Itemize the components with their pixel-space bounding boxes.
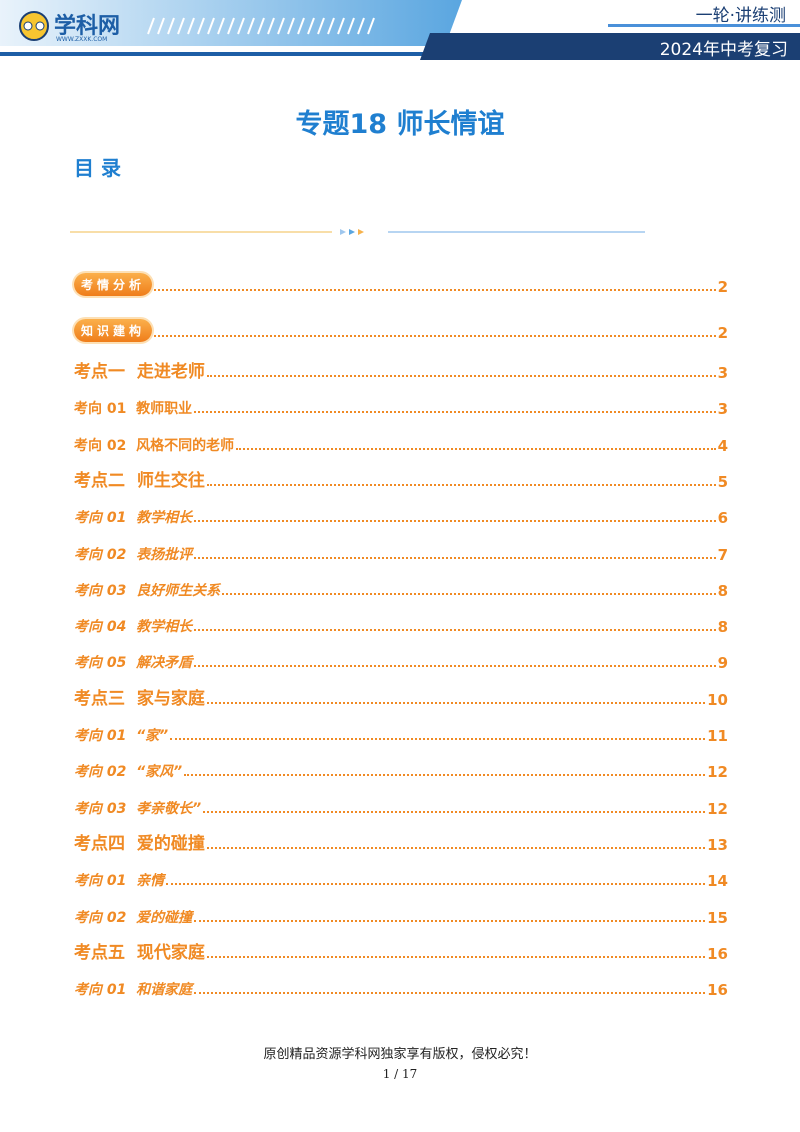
page-number: 1 / 17 <box>382 1067 418 1081</box>
dot-leader <box>194 919 706 922</box>
entry-page: 9 <box>717 654 728 673</box>
badge: 知识建构 <box>74 319 153 342</box>
toc-entry: 考向 01 “家” 11 <box>74 721 728 745</box>
copyright: 原创精品资源学科网独家享有版权，侵权必究！ <box>263 1047 537 1062</box>
logo-url: WWW.ZXXK.COM <box>56 36 108 43</box>
toc-entry: 考向 05 解决矛盾 9 <box>74 648 728 672</box>
entry-label: 考向 01 教师职业 <box>74 401 193 418</box>
series: 一轮·讲练测 <box>695 6 786 26</box>
toc-entry: 考点四 爱的碰撞 13 <box>74 830 728 854</box>
dot-leader <box>154 289 716 291</box>
entry-page: 11 <box>707 727 728 745</box>
entry-label: 考向 02 爱的碰撞 <box>74 909 193 926</box>
toc-entry: 考点五 现代家庭 16 <box>74 939 728 963</box>
entry-page: 12 <box>707 799 728 818</box>
dot-leader <box>206 701 706 704</box>
entry-label: 考向 02 表扬批评 <box>74 546 193 563</box>
entry-label: 考点四 爱的碰撞 <box>74 833 205 854</box>
toc-entry: 考向 03 良好师生关系 8 <box>74 576 728 600</box>
dot-leader <box>194 411 716 414</box>
dot-leader <box>194 665 716 668</box>
logo: 学科网 <box>54 14 121 39</box>
entry-page: 4 <box>717 436 728 455</box>
dot-leader <box>203 810 706 813</box>
toc-entry: 考向 04 教学相长 8 <box>74 612 728 636</box>
entry-label: 考向 02 风格不同的老师 <box>74 437 235 454</box>
entry-label: 考点二 师生交往 <box>74 470 205 491</box>
entry-page: 12 <box>707 763 728 782</box>
dot-leader <box>166 883 706 886</box>
entry-label: 考向 01 “家” <box>74 728 169 744</box>
toc-entry: 知识建构 2 <box>74 318 728 342</box>
entry-label: 考向 01 和谐家庭 <box>74 982 193 999</box>
entry-label: 考向 01 亲情 <box>74 873 165 890</box>
dot-leader <box>206 483 716 486</box>
dot-leader <box>222 592 716 595</box>
toc-entry: 考向 01 教师职业 3 <box>74 394 728 418</box>
toc-heading: 目 录 <box>74 156 121 180</box>
dot-leader <box>206 955 706 958</box>
course: 2024年中考复习 <box>659 40 788 60</box>
toc-entry: 考向 03 孝亲敬长” 12 <box>74 794 728 818</box>
dot-leader <box>194 556 716 559</box>
dot-leader <box>154 335 716 337</box>
dot-leader <box>184 774 706 777</box>
toc-entry: 考向 02 “家风” 12 <box>74 757 728 781</box>
toc-entry: 考点一 走进老师 3 <box>74 358 728 382</box>
entry-label: 考点三 家与家庭 <box>74 688 205 709</box>
badge: 考情分析 <box>74 273 153 296</box>
toc-entry: 考情分析 2 <box>74 272 728 296</box>
entry-page: 14 <box>707 872 728 891</box>
toc-entry: 考点二 师生交往 5 <box>74 467 728 491</box>
header-bg <box>0 0 800 60</box>
entry-page: 15 <box>707 908 728 927</box>
entry-page: 8 <box>717 581 728 600</box>
entry-page: 10 <box>707 690 728 709</box>
toc-entry: 考点三 家与家庭 10 <box>74 685 728 709</box>
entry-label: 考向 01 教学相长 <box>74 510 193 527</box>
dot-leader <box>194 629 716 632</box>
dot-leader <box>194 520 716 523</box>
doc-title: 专题18 师长情谊 <box>295 109 505 140</box>
entry-page: 13 <box>707 835 728 854</box>
entry-page: 16 <box>707 944 728 963</box>
entry-page: 6 <box>717 509 728 528</box>
entry-page: 16 <box>707 981 728 1000</box>
entry-page: 3 <box>717 400 728 419</box>
entry-label: 考向 05 解决矛盾 <box>74 655 193 672</box>
entry-label: 考向 03 良好师生关系 <box>74 582 221 599</box>
toc-entry: 考向 02 表扬批评 7 <box>74 540 728 564</box>
entry-page: 3 <box>717 364 728 382</box>
toc-entry: 考向 02 风格不同的老师 4 <box>74 431 728 455</box>
toc-entry: 考向 01 教学相长 6 <box>74 503 728 527</box>
toc-entry: 考向 01 和谐家庭 16 <box>74 975 728 999</box>
divider <box>70 229 645 235</box>
entry-page: 2 <box>717 324 728 342</box>
dot-leader <box>194 992 706 995</box>
dot-leader <box>206 846 706 849</box>
toc-entry: 考向 02 爱的碰撞 15 <box>74 903 728 927</box>
toc-entry: 考向 01 亲情 14 <box>74 866 728 890</box>
dot-leader <box>206 375 716 377</box>
entry-page: 5 <box>717 472 728 491</box>
entry-label: 考向 02 “家风” <box>74 764 183 781</box>
entry-label: 考点五 现代家庭 <box>74 942 205 963</box>
entry-page: 2 <box>717 278 728 296</box>
dot-leader <box>170 738 706 740</box>
entry-label: 考向 04 教学相长 <box>74 619 193 636</box>
entry-label: 考向 03 孝亲敬长” <box>74 800 202 817</box>
dot-leader <box>236 447 716 450</box>
entry-label: 考点一 走进老师 <box>74 362 205 382</box>
entry-page: 8 <box>717 618 728 637</box>
entry-page: 7 <box>717 545 728 564</box>
